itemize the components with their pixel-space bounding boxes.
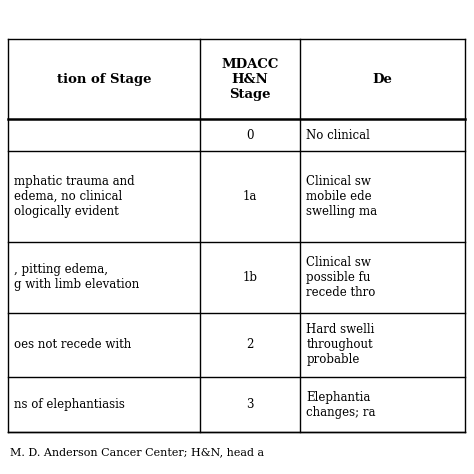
- Text: Elephantia
changes; ra: Elephantia changes; ra: [307, 391, 376, 419]
- Text: Clinical sw
mobile ede
swelling ma: Clinical sw mobile ede swelling ma: [307, 175, 378, 218]
- Text: 2: 2: [246, 338, 254, 351]
- Text: MDACC
H&N
Stage: MDACC H&N Stage: [221, 57, 279, 100]
- Text: 1a: 1a: [243, 190, 257, 203]
- Text: Clinical sw
possible fu
recede thro: Clinical sw possible fu recede thro: [307, 255, 376, 299]
- Text: M. D. Anderson Cancer Center; H&N, head a: M. D. Anderson Cancer Center; H&N, head …: [10, 447, 264, 457]
- Text: Hard swelli
throughout
probable: Hard swelli throughout probable: [307, 323, 375, 366]
- Text: tion of Stage: tion of Stage: [57, 73, 151, 85]
- Text: 0: 0: [246, 128, 254, 142]
- Text: mphatic trauma and
edema, no clinical
ologically evident: mphatic trauma and edema, no clinical ol…: [14, 175, 135, 218]
- Text: oes not recede with: oes not recede with: [14, 338, 131, 351]
- Text: 1b: 1b: [243, 271, 258, 283]
- Text: No clinical: No clinical: [307, 128, 370, 142]
- Text: , pitting edema,
g with limb elevation: , pitting edema, g with limb elevation: [14, 263, 139, 291]
- Text: ns of elephantiasis: ns of elephantiasis: [14, 398, 125, 411]
- Text: De: De: [373, 73, 392, 85]
- Text: 3: 3: [246, 398, 254, 411]
